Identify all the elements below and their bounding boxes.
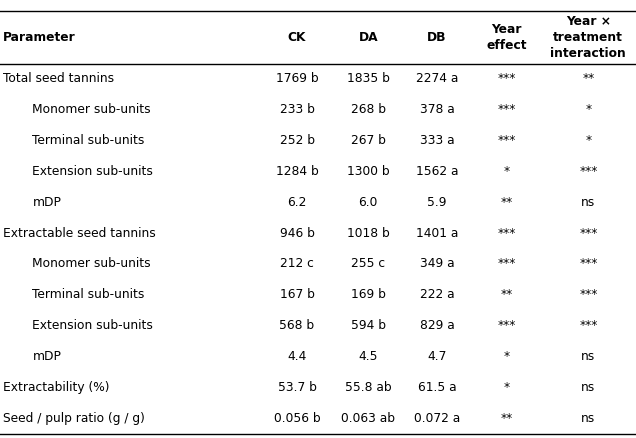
Text: 1018 b: 1018 b: [347, 226, 390, 240]
Text: *: *: [585, 134, 591, 147]
Text: *: *: [504, 165, 510, 178]
Text: ns: ns: [581, 350, 595, 363]
Text: 268 b: 268 b: [350, 103, 386, 116]
Text: ***: ***: [498, 258, 516, 271]
Text: ***: ***: [579, 165, 597, 178]
Text: ns: ns: [581, 381, 595, 394]
Text: ***: ***: [498, 72, 516, 85]
Text: 0.072 a: 0.072 a: [414, 412, 460, 425]
Text: 1835 b: 1835 b: [347, 72, 390, 85]
Text: *: *: [504, 381, 510, 394]
Text: mDP: mDP: [32, 350, 61, 363]
Text: CK: CK: [288, 31, 306, 44]
Text: 267 b: 267 b: [351, 134, 385, 147]
Text: DB: DB: [427, 31, 446, 44]
Text: 1300 b: 1300 b: [347, 165, 390, 178]
Text: Extension sub-units: Extension sub-units: [32, 319, 153, 332]
Text: Year
effect: Year effect: [487, 23, 527, 52]
Text: Parameter: Parameter: [3, 31, 76, 44]
Text: 2274 a: 2274 a: [416, 72, 458, 85]
Text: 1562 a: 1562 a: [416, 165, 458, 178]
Text: 255 c: 255 c: [351, 258, 385, 271]
Text: 594 b: 594 b: [350, 319, 386, 332]
Text: 252 b: 252 b: [279, 134, 315, 147]
Text: Seed / pulp ratio (g / g): Seed / pulp ratio (g / g): [3, 412, 145, 425]
Text: ***: ***: [579, 319, 597, 332]
Text: 6.2: 6.2: [287, 196, 307, 209]
Text: *: *: [504, 350, 510, 363]
Text: 1284 b: 1284 b: [275, 165, 319, 178]
Text: 5.9: 5.9: [427, 196, 446, 209]
Text: ***: ***: [579, 226, 597, 240]
Text: ***: ***: [498, 103, 516, 116]
Text: DA: DA: [359, 31, 378, 44]
Text: 4.7: 4.7: [427, 350, 446, 363]
Text: 169 b: 169 b: [351, 288, 385, 301]
Text: Monomer sub-units: Monomer sub-units: [32, 103, 151, 116]
Text: ***: ***: [579, 258, 597, 271]
Text: ***: ***: [498, 319, 516, 332]
Text: 0.056 b: 0.056 b: [273, 412, 321, 425]
Text: ***: ***: [498, 226, 516, 240]
Text: **: **: [501, 196, 513, 209]
Text: 0.063 ab: 0.063 ab: [342, 412, 395, 425]
Text: ***: ***: [498, 134, 516, 147]
Text: 333 a: 333 a: [420, 134, 454, 147]
Text: ns: ns: [581, 196, 595, 209]
Text: mDP: mDP: [32, 196, 61, 209]
Text: Extension sub-units: Extension sub-units: [32, 165, 153, 178]
Text: **: **: [501, 412, 513, 425]
Text: Terminal sub-units: Terminal sub-units: [32, 288, 145, 301]
Text: *: *: [585, 103, 591, 116]
Text: ***: ***: [579, 288, 597, 301]
Text: 55.8 ab: 55.8 ab: [345, 381, 392, 394]
Text: 233 b: 233 b: [280, 103, 314, 116]
Text: 378 a: 378 a: [420, 103, 454, 116]
Text: 53.7 b: 53.7 b: [277, 381, 317, 394]
Text: Total seed tannins: Total seed tannins: [3, 72, 114, 85]
Text: 568 b: 568 b: [279, 319, 315, 332]
Text: Extractable seed tannins: Extractable seed tannins: [3, 226, 156, 240]
Text: 1769 b: 1769 b: [275, 72, 319, 85]
Text: 212 c: 212 c: [280, 258, 314, 271]
Text: Extractability (%): Extractability (%): [3, 381, 109, 394]
Text: 167 b: 167 b: [280, 288, 314, 301]
Text: 4.5: 4.5: [359, 350, 378, 363]
Text: 946 b: 946 b: [280, 226, 314, 240]
Text: 6.0: 6.0: [359, 196, 378, 209]
Text: 222 a: 222 a: [420, 288, 454, 301]
Text: Terminal sub-units: Terminal sub-units: [32, 134, 145, 147]
Text: ns: ns: [581, 412, 595, 425]
Text: 4.4: 4.4: [287, 350, 307, 363]
Text: **: **: [582, 72, 595, 85]
Text: 349 a: 349 a: [420, 258, 454, 271]
Text: 61.5 a: 61.5 a: [418, 381, 456, 394]
Text: 1401 a: 1401 a: [416, 226, 458, 240]
Text: **: **: [501, 288, 513, 301]
Text: Year ×
treatment
interaction: Year × treatment interaction: [550, 15, 626, 60]
Text: 829 a: 829 a: [420, 319, 454, 332]
Text: Monomer sub-units: Monomer sub-units: [32, 258, 151, 271]
